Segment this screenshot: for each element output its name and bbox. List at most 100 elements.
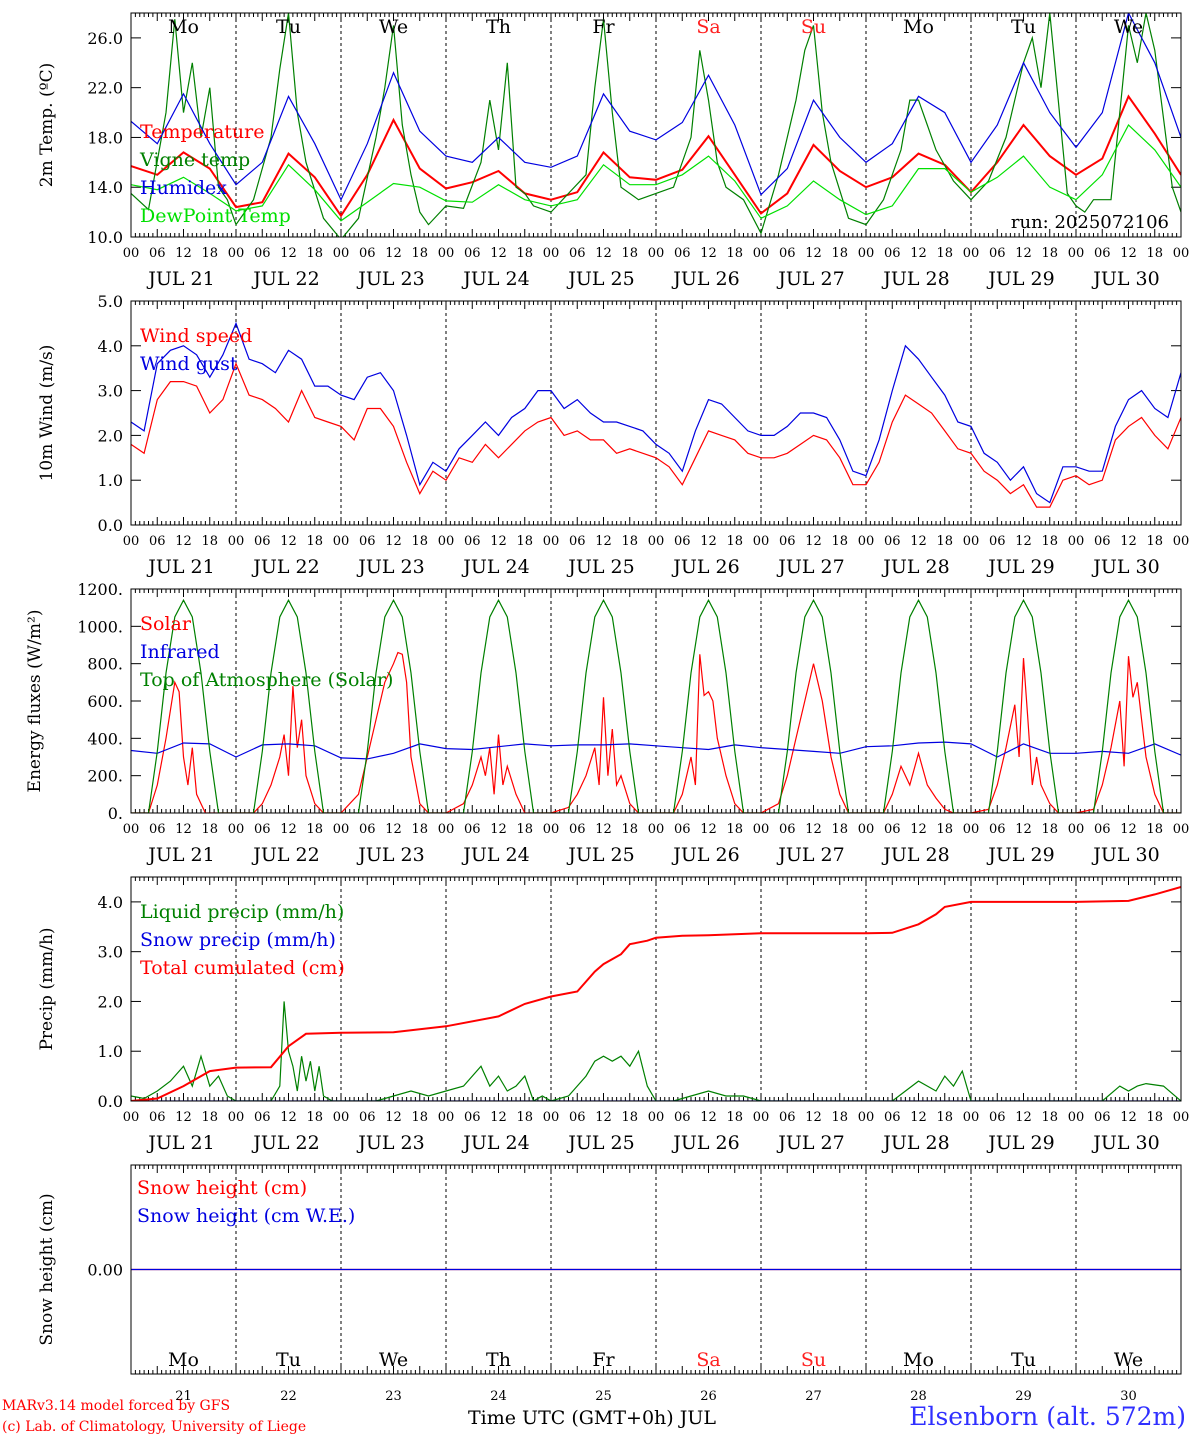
x-hour-tick-label: 00 bbox=[333, 1110, 350, 1125]
x-hour-tick-label: 00 bbox=[753, 534, 770, 549]
legend-entry: Total cumulated (cm) bbox=[140, 957, 345, 979]
x-hour-tick-label: 12 bbox=[700, 246, 717, 261]
x-hour-tick-label: 12 bbox=[385, 534, 402, 549]
x-hour-tick-label: 12 bbox=[175, 534, 192, 549]
legend-entry: DewPoint Temp bbox=[140, 205, 291, 227]
x-day-label: JUL 30 bbox=[1091, 844, 1159, 866]
model-credit: MARv3.14 model forced by GFS bbox=[2, 1398, 231, 1414]
x-hour-tick-label: 18 bbox=[1041, 822, 1058, 837]
time-axis-label: Time UTC (GMT+0h) JUL bbox=[468, 1407, 716, 1429]
x-hour-tick-label: 18 bbox=[726, 822, 743, 837]
x-hour-tick-label: 12 bbox=[700, 822, 717, 837]
x-hour-tick-label: 18 bbox=[726, 1110, 743, 1125]
y-axis-label: Energy fluxes (W/m²) bbox=[25, 610, 45, 793]
x-hour-tick-label: 12 bbox=[1120, 822, 1137, 837]
x-hour-tick-label: 06 bbox=[1094, 534, 1111, 549]
x-hour-tick-label: 18 bbox=[621, 246, 638, 261]
x-hour-tick-label: 00 bbox=[963, 822, 980, 837]
x-hour-tick-label: 18 bbox=[201, 822, 218, 837]
y-tick-label: 1.0 bbox=[98, 471, 123, 490]
x-hour-tick-label: 00 bbox=[858, 246, 875, 261]
x-day-label: JUL 25 bbox=[566, 556, 634, 578]
x-hour-tick-label: 06 bbox=[884, 246, 901, 261]
x-hour-tick-label: 00 bbox=[543, 1110, 560, 1125]
x-hour-tick-label: 12 bbox=[280, 246, 297, 261]
x-hour-tick-label: 00 bbox=[333, 822, 350, 837]
legend-entry: Infrared bbox=[140, 641, 220, 663]
weekday-label: Mo bbox=[903, 16, 934, 38]
x-hour-tick-label: 12 bbox=[910, 246, 927, 261]
x-day-label: JUL 27 bbox=[776, 844, 844, 866]
x-hour-tick-label: 12 bbox=[1015, 246, 1032, 261]
weekday-label: Su bbox=[801, 16, 826, 38]
x-hour-tick-label: 18 bbox=[831, 534, 848, 549]
y-tick-label: 600. bbox=[87, 692, 123, 711]
x-hour-tick-label: 18 bbox=[726, 246, 743, 261]
y-tick-label: 4.0 bbox=[98, 337, 123, 356]
y-tick-label: 1200. bbox=[77, 580, 123, 599]
x-hour-tick-label: 18 bbox=[726, 534, 743, 549]
y-tick-label: 800. bbox=[87, 655, 123, 674]
x-hour-tick-label: 12 bbox=[910, 534, 927, 549]
x-day-label: JUL 23 bbox=[356, 556, 424, 578]
x-hour-tick-label: 12 bbox=[700, 1110, 717, 1125]
y-tick-label: 0.0 bbox=[98, 1092, 123, 1111]
x-day-label: JUL 26 bbox=[671, 268, 739, 290]
x-hour-tick-label: 06 bbox=[464, 246, 481, 261]
x-hour-tick-label: 12 bbox=[1120, 246, 1137, 261]
x-hour-tick-label: 12 bbox=[910, 1110, 927, 1125]
x-hour-tick-label: 18 bbox=[621, 1110, 638, 1125]
x-hour-tick-label: 06 bbox=[569, 534, 586, 549]
x-hour-tick-label: 00 bbox=[858, 1110, 875, 1125]
x-hour-tick-label: 06 bbox=[464, 822, 481, 837]
y-tick-label: 200. bbox=[87, 767, 123, 786]
x-hour-tick-label: 06 bbox=[464, 534, 481, 549]
x-hour-tick-label: 18 bbox=[831, 246, 848, 261]
x-hour-tick-label: 06 bbox=[149, 534, 166, 549]
x-hour-tick-label: 12 bbox=[175, 1110, 192, 1125]
legend-entry: Vigne temp bbox=[139, 149, 250, 171]
x-day-label: JUL 22 bbox=[251, 844, 319, 866]
x-hour-tick-label: 00 bbox=[333, 246, 350, 261]
day-number-label: 24 bbox=[490, 1389, 507, 1404]
x-hour-tick-label: 00 bbox=[1068, 246, 1085, 261]
weekday-label: Mo bbox=[168, 1349, 199, 1371]
x-hour-tick-label: 12 bbox=[280, 534, 297, 549]
x-hour-tick-label: 06 bbox=[989, 822, 1006, 837]
x-hour-tick-label: 06 bbox=[254, 246, 271, 261]
x-hour-tick-label: 06 bbox=[359, 534, 376, 549]
lab-credit: (c) Lab. of Climatology, University of L… bbox=[2, 1419, 307, 1435]
x-hour-tick-label: 12 bbox=[910, 822, 927, 837]
x-hour-tick-label: 12 bbox=[490, 534, 507, 549]
series-group bbox=[131, 321, 1181, 508]
weekday-label: We bbox=[379, 1349, 408, 1371]
x-hour-tick-label: 06 bbox=[359, 246, 376, 261]
day-number-label: 26 bbox=[700, 1389, 717, 1404]
legend-entry: Temperature bbox=[140, 121, 264, 143]
x-hour-tick-label: 18 bbox=[201, 1110, 218, 1125]
series-group bbox=[131, 13, 1181, 237]
x-day-label: JUL 21 bbox=[146, 1132, 214, 1154]
day-number-label: 25 bbox=[595, 1389, 612, 1404]
y-tick-label: 3.0 bbox=[98, 382, 123, 401]
chart-panel-4: 0.0 1.0 2.0 3.0 4.0 Precip (mm/h) Liquid preci… bbox=[37, 876, 1189, 1154]
x-hour-tick-label: 18 bbox=[516, 1110, 533, 1125]
weekday-label: Su bbox=[801, 1349, 826, 1371]
y-tick-label: 4.0 bbox=[98, 893, 123, 912]
x-hour-tick-label: 00 bbox=[438, 534, 455, 549]
legend-entry: Snow precip (mm/h) bbox=[140, 929, 336, 951]
panel-frame bbox=[130, 588, 1182, 814]
x-day-label: JUL 25 bbox=[566, 268, 634, 290]
x-day-label: JUL 27 bbox=[776, 556, 844, 578]
x-hour-tick-label: 18 bbox=[306, 1110, 323, 1125]
x-hour-tick-label: 12 bbox=[175, 246, 192, 261]
x-hour-tick-label: 18 bbox=[1146, 534, 1163, 549]
x-hour-tick-label: 18 bbox=[411, 534, 428, 549]
x-hour-tick-label: 00 bbox=[543, 246, 560, 261]
x-day-label: JUL 21 bbox=[146, 556, 214, 578]
x-hour-tick-label: 00 bbox=[963, 246, 980, 261]
x-hour-tick-label: 06 bbox=[674, 1110, 691, 1125]
x-hour-tick-label: 12 bbox=[280, 822, 297, 837]
x-day-label: JUL 24 bbox=[461, 844, 529, 866]
